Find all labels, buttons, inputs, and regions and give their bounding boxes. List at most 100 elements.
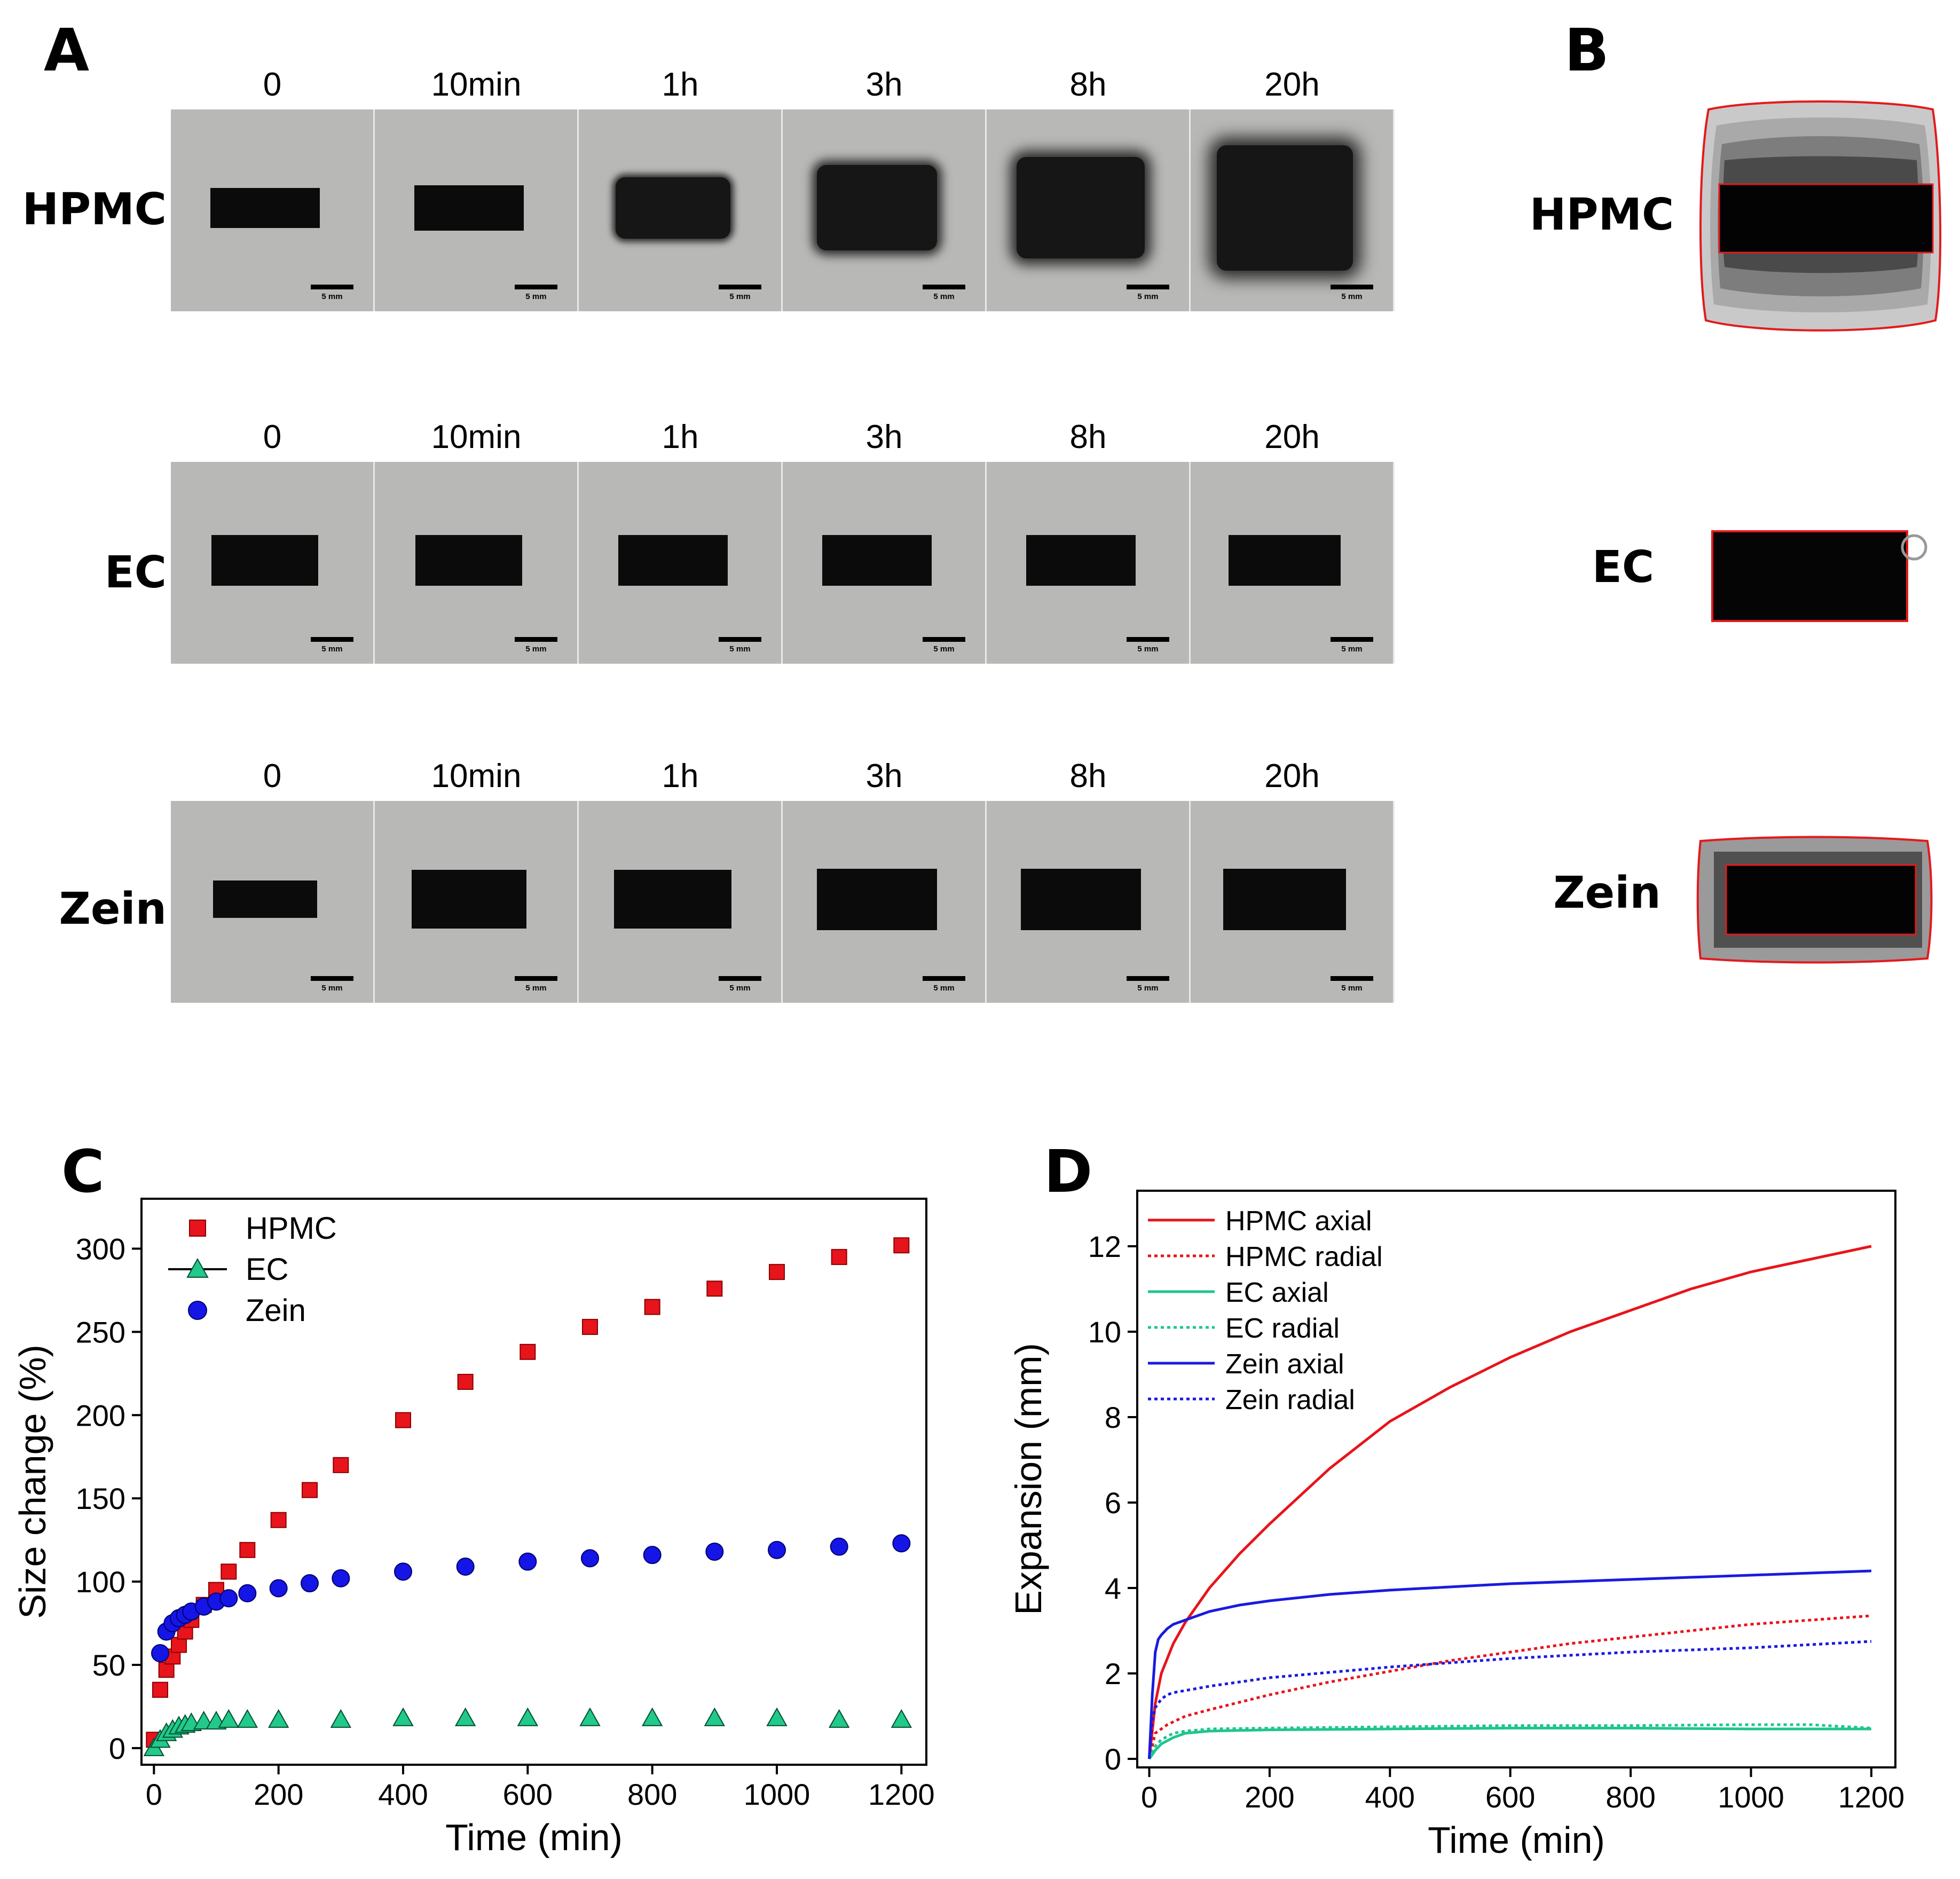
y-tick-label: 300 — [76, 1232, 125, 1266]
data-point — [830, 1537, 848, 1556]
panel-a-photo: 5 mm — [783, 109, 987, 311]
panel-a-scale-bar-label: 5 mm — [933, 292, 955, 301]
panel-a-photo: 5 mm — [1191, 801, 1395, 1003]
panel-a-specimen — [614, 870, 731, 929]
panel-a-time-label: 0 — [263, 66, 282, 103]
y-tick-label: 8 — [1105, 1401, 1121, 1434]
y-tick-label: 2 — [1105, 1657, 1121, 1691]
panel-a-time-label: 10min — [431, 758, 522, 795]
panel-a-time-label: 1h — [662, 758, 699, 795]
panel-a-scale-bar — [515, 285, 557, 289]
panel-a-time-label: 0 — [263, 419, 282, 455]
data-point — [394, 1562, 412, 1581]
legend-label: HPMC radial — [1225, 1241, 1383, 1272]
series-line — [1148, 1569, 1871, 1759]
panel-a-scale-bar — [719, 976, 761, 981]
legend-label: HPMC — [246, 1211, 337, 1246]
panel-a-scale-bar — [1127, 976, 1169, 981]
panel-a-scale-bar-label: 5 mm — [321, 984, 343, 993]
panel-b-label-hpmc: HPMC — [1529, 190, 1674, 240]
panel-a-photo: 5 mm — [783, 801, 987, 1003]
series-line — [1148, 1614, 1872, 1759]
data-point — [188, 1301, 207, 1320]
data-point — [221, 1563, 237, 1580]
panel-b-label-zein: Zein — [1553, 868, 1661, 918]
panel-a-scale-bar — [1331, 976, 1373, 981]
data-point — [395, 1412, 411, 1428]
panel-a-scale-bar-label: 5 mm — [1137, 644, 1159, 654]
panel-a-scale-bar-label: 5 mm — [1341, 984, 1363, 993]
data-point — [518, 1552, 537, 1571]
data-point — [769, 1264, 785, 1280]
panel-a-specimen — [816, 165, 937, 250]
x-tick-label: 600 — [503, 1778, 553, 1811]
panel-a-photo: 5 mm — [987, 801, 1191, 1003]
data-point — [151, 1644, 169, 1663]
panel-a-time-label: 20h — [1264, 66, 1320, 103]
panel-a-specimen — [1017, 157, 1145, 258]
panel-a-specimen — [1216, 145, 1353, 271]
panel-a-scale-bar — [1127, 285, 1169, 289]
panel-a-specimen — [212, 880, 317, 918]
data-point — [333, 1457, 349, 1473]
data-point — [766, 1707, 788, 1726]
panel-a-scale-bar-label: 5 mm — [729, 984, 751, 993]
panel-a-scale-bar-label: 5 mm — [525, 292, 547, 301]
y-tick-label: 0 — [109, 1732, 125, 1765]
panel-a-scale-bar-label: 5 mm — [525, 984, 547, 993]
data-point — [392, 1707, 414, 1726]
y-tick-label: 12 — [1088, 1230, 1121, 1263]
y-tick-label: 200 — [76, 1398, 125, 1432]
plot-frame — [1136, 1190, 1896, 1768]
legend-label: EC — [246, 1252, 289, 1287]
data-point — [239, 1542, 256, 1558]
panel-a-photo: 5 mm — [579, 462, 783, 664]
data-point — [267, 1709, 289, 1728]
data-point — [581, 1549, 599, 1568]
y-tick-label: 50 — [92, 1648, 125, 1682]
panel-a-scale-bar — [515, 637, 557, 642]
x-tick-label: 0 — [1141, 1780, 1158, 1814]
data-point — [519, 1343, 536, 1360]
y-tick-label: 10 — [1088, 1315, 1121, 1349]
data-point — [332, 1569, 350, 1587]
data-point — [579, 1707, 601, 1726]
data-point — [189, 1220, 206, 1237]
panel-a-time-label: 8h — [1069, 66, 1107, 103]
panel-a-photo: 5 mm — [1191, 109, 1395, 311]
data-point — [219, 1589, 238, 1608]
data-point — [270, 1512, 287, 1528]
data-point — [301, 1574, 319, 1593]
panel-a-scale-bar-label: 5 mm — [1137, 984, 1159, 993]
panel-b-hpmc-contour — [1699, 100, 1942, 332]
panel-a-scale-bar-label: 5 mm — [525, 644, 547, 654]
y-tick-label: 250 — [76, 1315, 125, 1349]
panel-a-time-label: 20h — [1264, 419, 1320, 455]
data-point — [641, 1707, 663, 1726]
panel-a-specimen — [1229, 534, 1341, 586]
panel-a-scale-bar-label: 5 mm — [729, 292, 751, 301]
panel-a-photo: 5 mm — [171, 801, 375, 1003]
chart-c-size-change: 0 200 400 600 800 1000 1200 0 50 100 150 200 250 300 T… — [12, 1198, 935, 1858]
legend-label: Zein — [246, 1293, 306, 1328]
data-point — [706, 1280, 723, 1297]
x-tick-label: 400 — [1365, 1780, 1415, 1814]
panel-a-specimen — [816, 868, 937, 930]
panel-a-time-label: 0 — [263, 758, 282, 795]
x-axis-label: Time (min) — [445, 1817, 623, 1858]
panel-a-scale-bar — [515, 976, 557, 981]
legend-label: EC axial — [1225, 1277, 1329, 1308]
series-line — [1148, 1726, 1871, 1760]
panel-a-letter: A — [44, 16, 90, 84]
panel-a-row-label-ec: EC — [104, 547, 167, 598]
panel-a-time-label: 3h — [865, 419, 903, 455]
panel-a-specimen — [615, 177, 730, 239]
panel-a-photo: 5 mm — [579, 801, 783, 1003]
panel-a-specimen — [1020, 868, 1141, 930]
panel-a-scale-bar — [1127, 637, 1169, 642]
panel-a-photo: 5 mm — [171, 462, 375, 664]
panel-a-scale-bar-label: 5 mm — [729, 644, 751, 654]
panel-a-scale-bar-label: 5 mm — [1341, 292, 1363, 301]
data-point — [892, 1534, 911, 1553]
data-point — [152, 1681, 168, 1698]
